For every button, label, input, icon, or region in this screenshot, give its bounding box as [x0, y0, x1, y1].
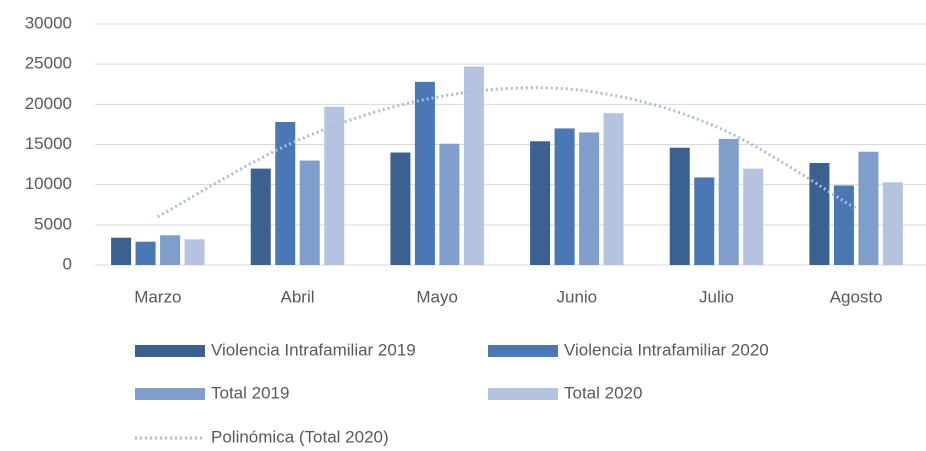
x-tick-label: Marzo [134, 287, 181, 306]
x-tick-label: Junio [557, 287, 598, 306]
bar [530, 141, 551, 265]
x-tick-label: Abril [280, 287, 314, 306]
legend-swatch [488, 345, 558, 357]
bar [160, 235, 181, 265]
y-tick-label: 20000 [25, 94, 72, 113]
bar [669, 147, 690, 265]
x-tick-label: Mayo [416, 287, 458, 306]
bar [111, 237, 132, 265]
trend-line [157, 86, 857, 219]
bar [743, 168, 764, 265]
bar [809, 162, 830, 265]
bar [858, 151, 879, 265]
bar [250, 168, 271, 265]
legend-label: Polinómica (Total 2020) [211, 427, 389, 446]
bar [390, 152, 411, 265]
y-tick-label: 0 [63, 254, 72, 273]
x-tick-label: Julio [699, 287, 734, 306]
bar [135, 241, 156, 265]
legend-swatch [488, 388, 558, 400]
bar [718, 138, 739, 265]
bar [463, 66, 484, 266]
bar [554, 128, 575, 265]
bar [275, 122, 296, 265]
y-tick-label: 25000 [25, 54, 72, 73]
bar [882, 182, 903, 265]
legend-label: Total 2019 [211, 383, 289, 402]
legend-label: Violencia Intrafamiliar 2019 [211, 340, 416, 359]
bar [439, 143, 460, 265]
bar [299, 160, 320, 265]
bar [324, 106, 345, 265]
bar [694, 177, 715, 265]
y-tick-label: 10000 [25, 174, 72, 193]
bar [603, 113, 624, 265]
y-tick-label: 15000 [25, 134, 72, 153]
bar [414, 81, 435, 265]
legend-swatch [135, 388, 205, 400]
y-tick-label: 5000 [34, 214, 72, 233]
legend-label: Total 2020 [564, 383, 642, 402]
bar [579, 132, 600, 265]
legend-label: Violencia Intrafamiliar 2020 [564, 340, 769, 359]
bar [184, 239, 205, 265]
x-tick-label: Agosto [830, 287, 883, 306]
legend-swatch [135, 345, 205, 357]
y-tick-label: 30000 [25, 13, 72, 32]
